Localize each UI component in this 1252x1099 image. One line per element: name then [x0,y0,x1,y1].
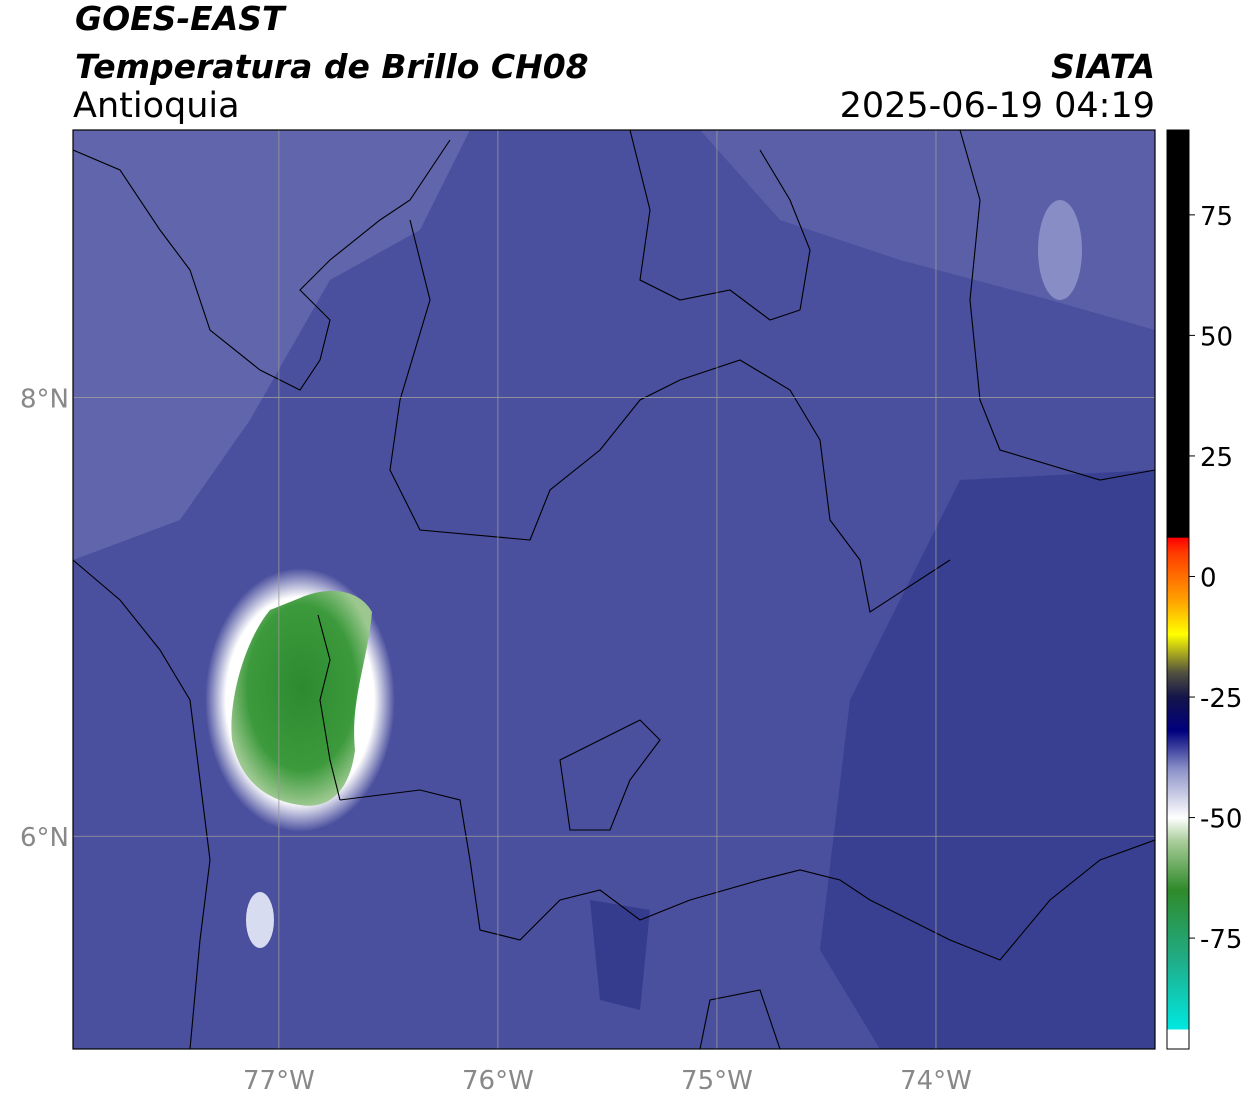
cloud-patch [246,892,274,948]
cold-patch [820,470,1155,1049]
cloud-patch [700,130,1155,330]
colorbar-tick-label: 25 [1200,443,1233,473]
colorbar-tick-label: -50 [1200,805,1242,835]
x-tick-label: 76°W [462,1066,534,1096]
x-tick-label: 77°W [243,1066,315,1096]
cloud-patch [1038,200,1082,300]
colorbar [1166,129,1190,1050]
colorbar-tick-label: -75 [1200,925,1242,955]
subtitle: Temperatura de Brillo CH08 [75,47,589,86]
map-field [73,130,1155,1049]
x-tick-label: 75°W [681,1066,753,1096]
y-tick-label: 8°N [20,385,69,415]
cold-patch [590,900,650,1010]
cloud-patch [73,130,470,560]
colorbar-tick-label: 50 [1200,322,1233,352]
region: Antioquia [73,86,240,126]
colorbar-tick-label: 75 [1200,202,1233,232]
source: SIATA [1051,47,1155,86]
colorbar-tick-label: 0 [1200,563,1217,593]
map-frame [72,129,1156,1050]
x-tick-label: 74°W [900,1066,972,1096]
storm-core [231,590,372,806]
title: GOES-EAST [75,0,287,38]
datetime: 2025-06-19 04:19 [840,86,1155,126]
y-tick-label: 6°N [20,823,69,853]
colorbar-tick-label: -25 [1200,684,1242,714]
